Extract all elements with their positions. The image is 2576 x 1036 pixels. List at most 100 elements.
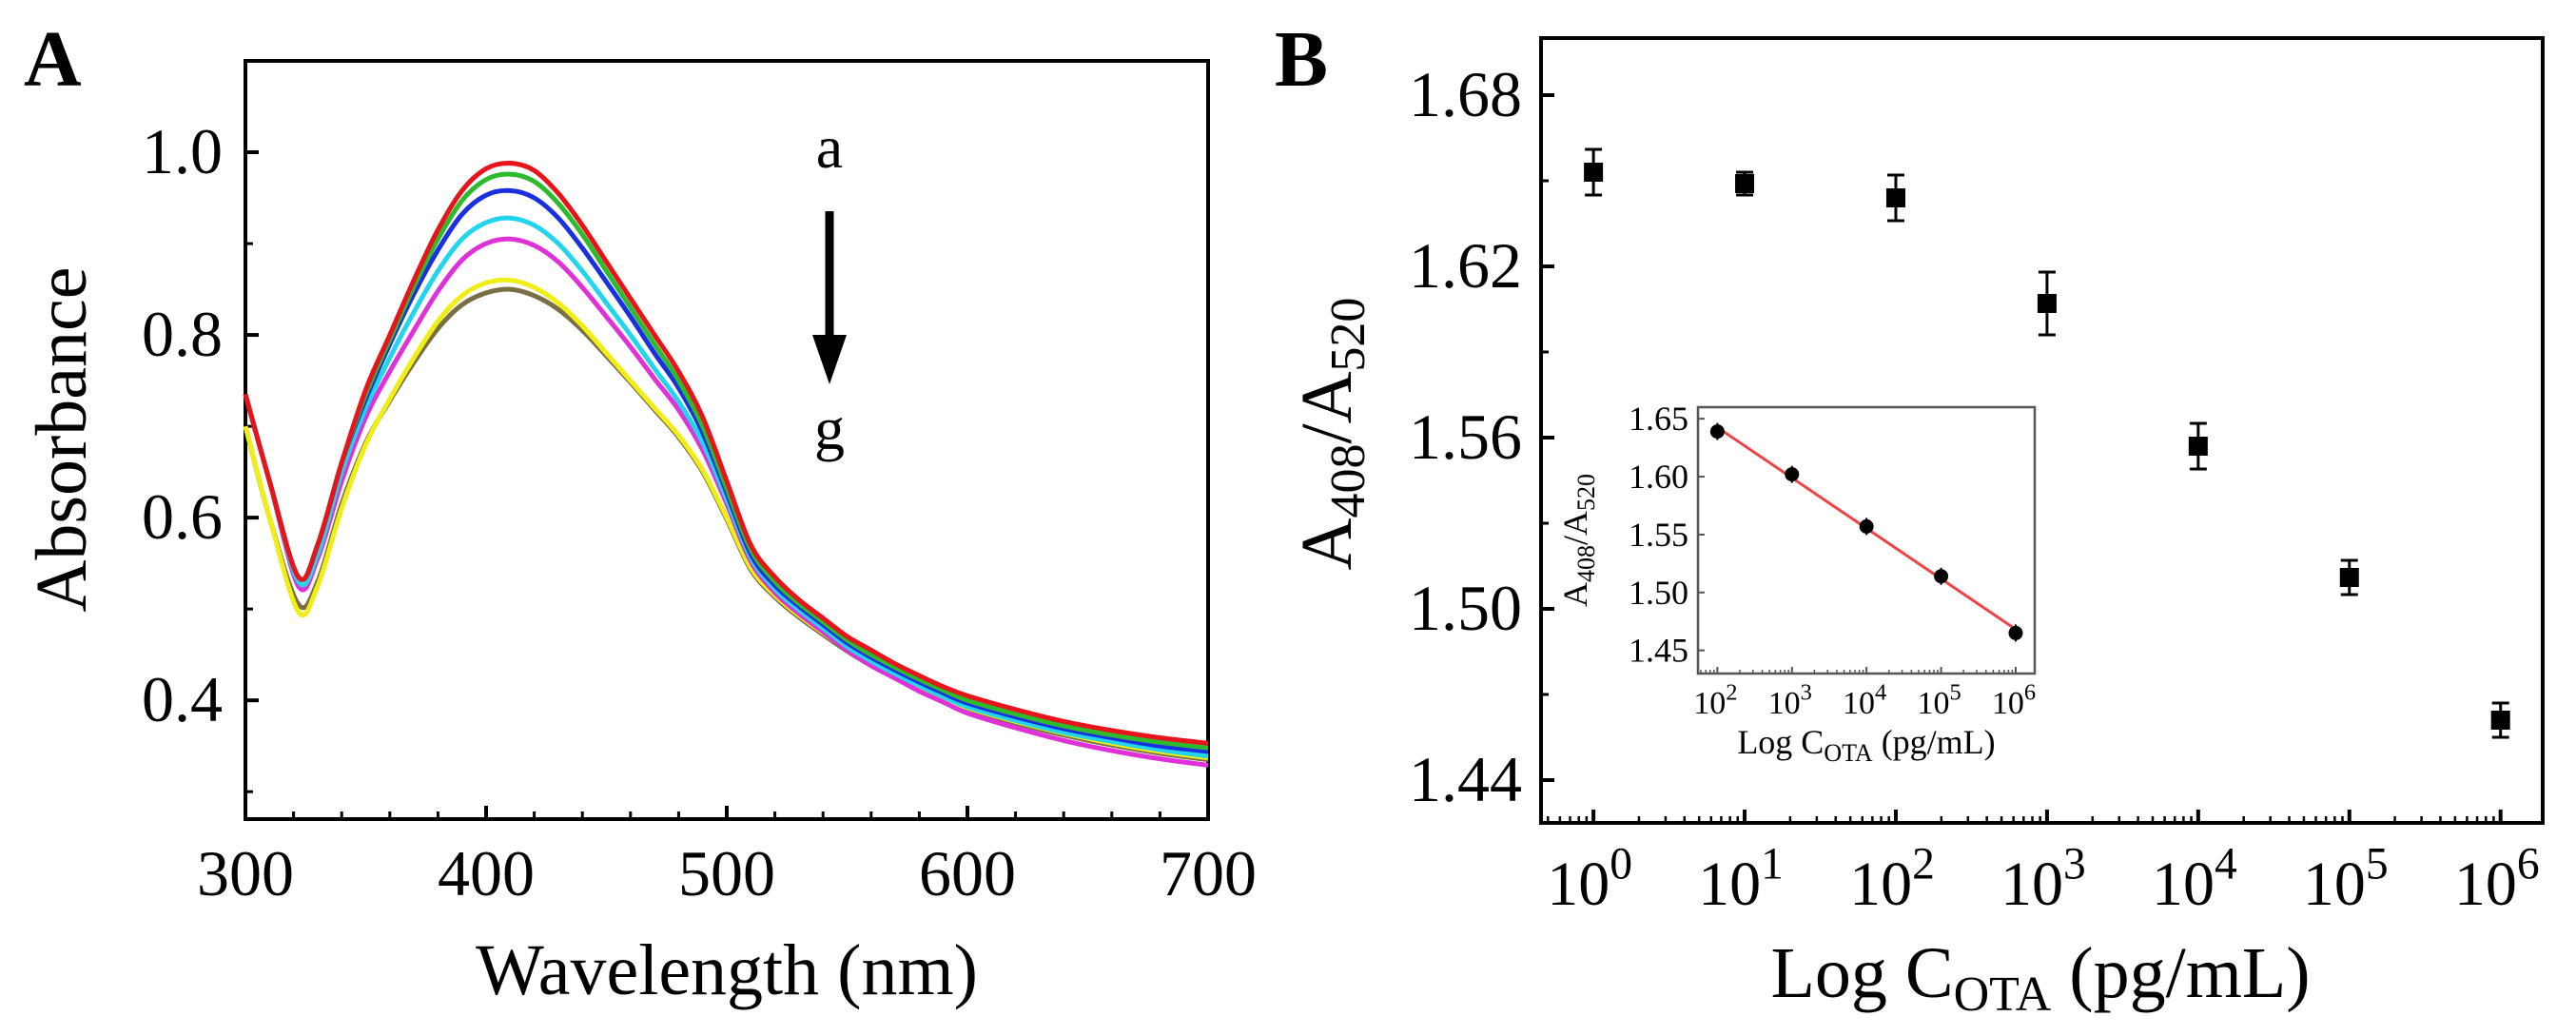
panel-b-x-tick-label-exponent: 1 [1761, 839, 1784, 889]
panel-b-x-tick-label: 106 [2454, 839, 2540, 919]
panel-a: A 300 400 500 600 700 0.4 0.6 0.8 1.0 a g Wavele… [22, 15, 1257, 1010]
panel-b-y-tick-label: 1.50 [1409, 572, 1522, 644]
panel-b-y-axis-title-sep: /A [1287, 371, 1367, 443]
panel-a-y-tick-label: 0.6 [142, 480, 223, 553]
inset-x-tick-label-base: 10 [1768, 686, 1801, 721]
inset-x-tick-label: 105 [1917, 680, 1961, 721]
panel-b-x-tick-label-base: 10 [2303, 850, 2366, 919]
panel-b-y-tick-label: 1.68 [1409, 58, 1522, 130]
panel-b-x-tick-label-base: 10 [2000, 850, 2063, 919]
panel-b-y-tick-label: 1.56 [1409, 401, 1522, 473]
panel-a-plot-frame [244, 59, 1210, 821]
inset-x-tick-label: 102 [1693, 680, 1737, 721]
spectrum-curve-b [243, 171, 1209, 751]
inset-point [1785, 467, 1800, 482]
inset-point [1934, 569, 1949, 584]
panel-b-y-tick-label: 1.44 [1409, 743, 1522, 815]
data-point [1584, 163, 1604, 182]
data-point [2188, 437, 2208, 456]
inset-y-axis-title-sub2: 520 [1572, 474, 1600, 511]
panel-b-y-axis-title-sub2: 520 [1321, 298, 1376, 372]
trend-arrow-head [812, 335, 847, 384]
panel-b-x-axis-title-suffix: (pg/mL) [2051, 933, 2310, 1013]
panel-b-y-tick-label: 1.62 [1409, 229, 1522, 302]
inset-x-axis-title-main: Log C [1737, 723, 1824, 761]
panel-b-x-tick-label: 105 [2303, 839, 2389, 919]
inset-y-axis-title-sub1: 408 [1572, 545, 1600, 582]
inset-x-axis-title-subscript: OTA [1824, 739, 1873, 767]
spectrum-curve-f [243, 277, 1209, 761]
panel-a-y-axis-title: Absorbance [22, 267, 102, 613]
panel-b-x-tick-label-exponent: 5 [2366, 839, 2389, 889]
panel-b-x-tick-label: 101 [1698, 839, 1784, 919]
inset-x-tick-label-base: 10 [1917, 686, 1949, 721]
panel-a-x-tick-label: 600 [919, 837, 1016, 909]
panel-a-x-tick-label: 700 [1160, 837, 1257, 909]
panel-b-x-tick-label-exponent: 6 [2517, 839, 2540, 889]
panel-b-x-tick-label-base: 10 [1547, 850, 1610, 919]
inset-x-tick-label-exponent: 5 [1949, 680, 1961, 706]
inset-y-tick-label: 1.60 [1629, 458, 1688, 496]
panel-b-x-tick-label: 102 [1849, 839, 1935, 919]
data-point [2490, 711, 2510, 730]
spectrum-curve-e [243, 236, 1209, 768]
panel-a-y-tick-label: 1.0 [142, 115, 223, 187]
panel-b-x-tick-label: 104 [2152, 839, 2237, 919]
panel-a-ticks: 300 400 500 600 700 0.4 0.6 0.8 1.0 [142, 59, 1257, 909]
inset-x-tick-label-exponent: 2 [1726, 680, 1737, 706]
inset-x-axis-title-suffix: (pg/mL) [1873, 723, 1996, 761]
curve-label-bottom: g [814, 395, 845, 462]
inset-x-axis-title: Log COTA (pg/mL) [1737, 723, 1995, 767]
inset-y-tick-label: 1.55 [1629, 516, 1688, 554]
panel-b-x-axis-title: Log COTA (pg/mL) [1770, 933, 2310, 1022]
panel-b-x-axis-title-subscript: OTA [1954, 968, 2052, 1022]
panel-a-letter: A [24, 15, 82, 104]
spectrum-curve-c [243, 187, 1209, 754]
data-point [1885, 188, 1905, 207]
curve-label-top: a [816, 113, 843, 181]
inset-y-tick-label: 1.45 [1629, 632, 1688, 670]
panel-b-y-axis-title: A408/A520 [1287, 298, 1376, 571]
inset-x-tick-label: 104 [1843, 680, 1886, 721]
data-point [1735, 174, 1755, 193]
panel-b-points [1584, 147, 2510, 739]
panel-a-x-tick-label: 300 [197, 837, 294, 909]
panel-b-x-tick-label-base: 10 [2152, 850, 2215, 919]
inset-y-tick-label: 1.65 [1629, 400, 1688, 438]
inset-y-axis-title: A408/A520 [1556, 474, 1600, 607]
panel-b-y-axis-title-sub1: 408 [1321, 444, 1376, 518]
inset-x-tick-label: 103 [1768, 680, 1812, 721]
panel-a-y-tick-label: 0.8 [142, 298, 223, 370]
panel-a-x-tick-label: 400 [438, 837, 535, 909]
panel-a-curves [243, 160, 1209, 768]
spectrum-curve-d [243, 215, 1209, 759]
inset-marks [1709, 422, 2023, 642]
inset-x-tick-label-base: 10 [1843, 686, 1875, 721]
data-point [2037, 294, 2057, 313]
panel-b-x-tick-label-base: 10 [2454, 850, 2517, 919]
inset-x-tick-label-base: 10 [1992, 686, 2024, 721]
panel-b-x-tick-label: 100 [1547, 839, 1632, 919]
inset-x-tick-label-base: 10 [1693, 686, 1726, 721]
panel-b-ticks: 100 101 102 103 104 105 1061.441.501.561.621.6… [1409, 58, 2540, 919]
inset-y-axis-title-sep: /A [1556, 511, 1594, 545]
panel-b-letter: B [1275, 15, 1328, 104]
panel-a-y-tick-label: 0.4 [142, 663, 223, 735]
panel-b-x-axis-title-main: Log C [1770, 933, 1953, 1013]
panel-a-series-annotation: a g [812, 113, 847, 462]
inset-x-tick-label-exponent: 3 [1801, 680, 1812, 706]
panel-b-x-tick-label: 103 [2000, 839, 2086, 919]
inset-point [2008, 625, 2023, 640]
panel-b-x-tick-label-exponent: 3 [2063, 839, 2086, 889]
inset-x-tick-label-exponent: 4 [1875, 680, 1886, 706]
panel-b-y-axis-title-a: A [1287, 518, 1367, 570]
panel-a-x-tick-label: 500 [678, 837, 775, 909]
inset-x-tick-label: 106 [1992, 680, 2036, 721]
panel-b-x-tick-label-base: 10 [1849, 850, 1912, 919]
inset-y-axis-title-a: A [1556, 582, 1594, 607]
inset-x-tick-label-exponent: 6 [2024, 680, 2036, 706]
inset-point [1859, 518, 1874, 534]
